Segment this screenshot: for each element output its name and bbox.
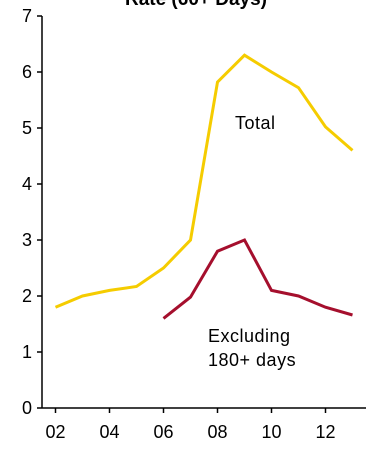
y-tick-label: 2 [22, 286, 32, 306]
x-tick-label: 08 [207, 422, 227, 442]
y-tick-label: 7 [22, 6, 32, 26]
y-tick-label: 4 [22, 174, 32, 194]
x-tick-label: 02 [45, 422, 65, 442]
series-label-excluding-180: 180+ days [208, 350, 296, 370]
x-tick-label: 06 [153, 422, 173, 442]
series-label-total: Total [235, 113, 276, 133]
y-tick-label: 5 [22, 118, 32, 138]
y-tick-label: 1 [22, 342, 32, 362]
series-line-excluding-180 [162, 238, 353, 320]
x-tick-label: 04 [99, 422, 119, 442]
series-line-total [54, 53, 354, 309]
series-labels: Total Excluding 180+ days [208, 113, 296, 370]
y-tick-label: 6 [22, 62, 32, 82]
y-tick-label: 3 [22, 230, 32, 250]
x-tick-label: 12 [315, 422, 335, 442]
x-tick-label: 10 [261, 422, 281, 442]
series-layer [54, 53, 354, 320]
y-tick-label: 0 [22, 398, 32, 418]
series-label-excluding-180: Excluding [208, 326, 291, 346]
chart-title: Rate (60+ Days) [125, 0, 267, 10]
